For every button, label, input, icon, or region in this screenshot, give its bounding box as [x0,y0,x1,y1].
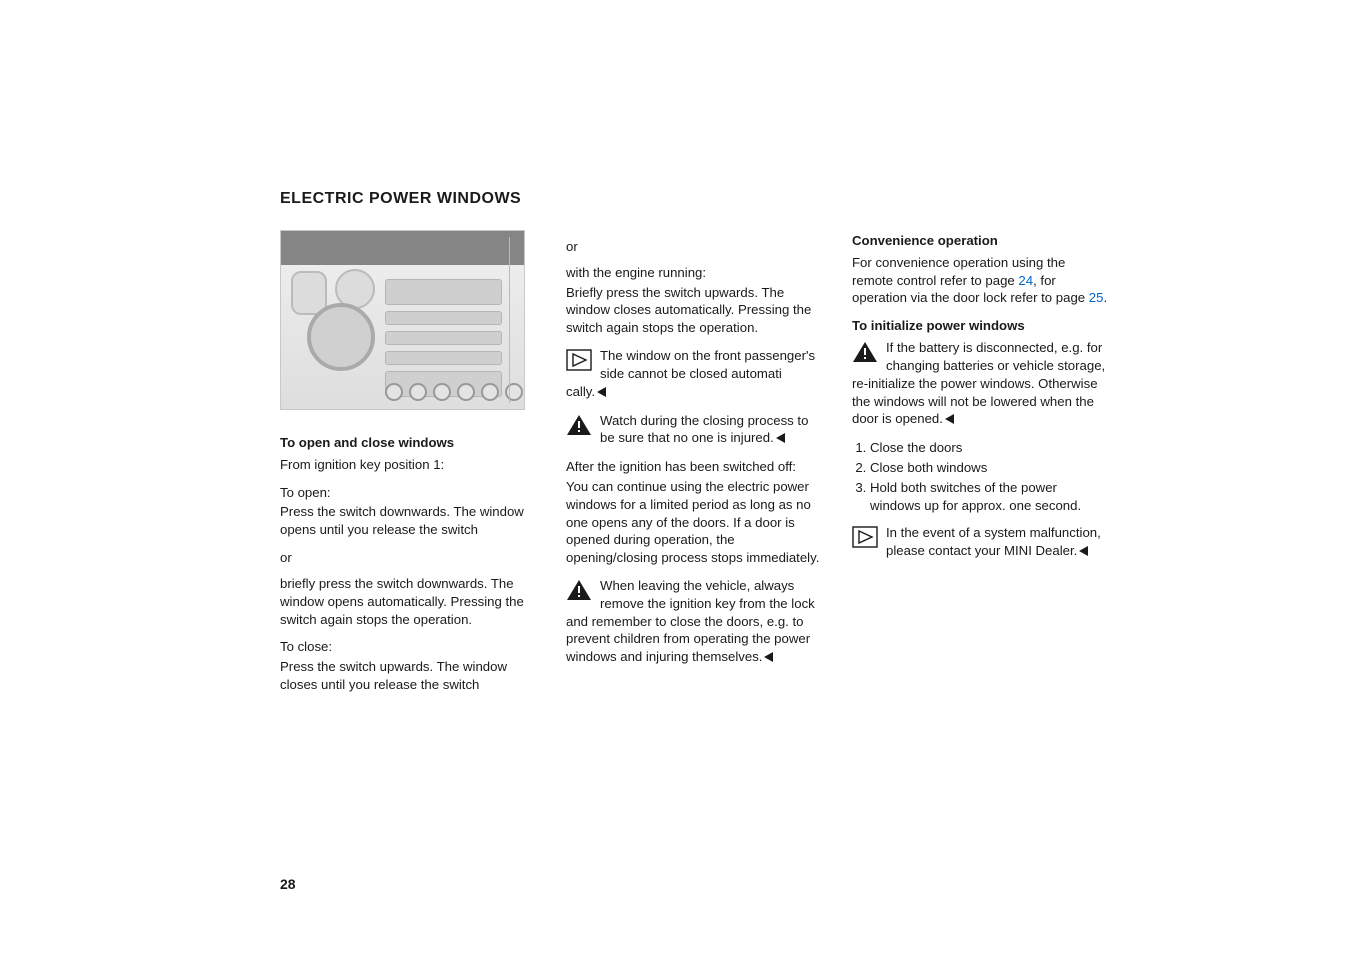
column-3: Convenience operation For convenience op… [852,230,1110,704]
note-text-inner: In the event of a system malfunction, pl… [886,525,1101,558]
figure-knob [433,383,451,401]
end-mark-icon [945,411,954,429]
body-text: briefly press the switch downwards. The … [280,575,538,628]
body-text: Press the switch downwards. The window o… [280,503,538,539]
list-item: Hold both switches of the power windows … [870,479,1110,515]
page-link-24[interactable]: 24 [1018,273,1033,288]
list-item: Close both windows [870,459,1110,477]
figure-knob [457,383,475,401]
end-mark-icon [597,384,606,402]
note-box: The window on the front passenger's side… [566,347,824,383]
warning-text: Watch during the closing process to be s… [600,412,824,449]
note-tail: cally. [566,384,595,399]
figure-slot [385,331,502,345]
body-text: or [566,238,824,256]
body-text: or [280,549,538,567]
body-text: To close: [280,638,538,656]
subhead-initialize: To initialize power windows [852,317,1110,335]
figure-knob [385,383,403,401]
warning-box: Watch during the closing process to be s… [566,412,824,449]
columns-container: To open and close windows From ignition … [280,230,1291,704]
note-text: In the event of a system malfunction, pl… [886,524,1110,561]
figure-slot [385,351,502,365]
column-2: or with the engine running: Briefly pres… [566,230,824,704]
warning-continuation: and remember to close the doors, e.g. to… [566,613,824,667]
note-text: The window on the front passenger's side… [600,347,824,383]
list-item: Close the doors [870,439,1110,457]
warning-text: If the battery is disconnected, e.g. for… [886,339,1110,375]
body-text: with the engine running: [566,264,824,282]
end-mark-icon [764,649,773,667]
warning-continuation: re-initialize the power windows. Otherwi… [852,375,1110,429]
body-text: Briefly press the switch upwards. The wi… [566,284,824,337]
note-icon [566,349,592,371]
subhead-convenience: Convenience operation [852,232,1110,250]
warning-text: When leaving the vehicle, always remove … [600,577,824,613]
dashboard-figure [280,230,525,410]
figure-knob-row [385,383,523,401]
warning-box: If the battery is disconnected, e.g. for… [852,339,1110,375]
body-text: You can continue using the electric powe… [566,478,824,567]
warning-icon [852,341,878,363]
warning-box: When leaving the vehicle, always remove … [566,577,824,613]
body-text: Press the switch upwards. The window clo… [280,658,538,694]
figure-knob [505,383,523,401]
warning-tail: and remember to close the doors, e.g. to… [566,614,810,665]
body-text-part: . [1103,290,1107,305]
figure-top-band [281,231,524,265]
note-continuation: cally. [566,383,824,402]
figure-slot [385,311,502,325]
figure-slot [385,279,502,305]
body-text: From ignition key position 1: [280,456,538,474]
subhead-open-close: To open and close windows [280,434,538,452]
note-icon [852,526,878,548]
page-number: 28 [280,876,296,892]
warning-icon [566,579,592,601]
end-mark-icon [1079,543,1088,561]
figure-steering-wheel [307,303,375,371]
warning-icon [566,414,592,436]
figure-knob [481,383,499,401]
figure-knob [409,383,427,401]
steps-list: Close the doors Close both windows Hold … [852,439,1110,514]
warning-tail: re-initialize the power windows. Otherwi… [852,376,1098,427]
end-mark-icon [776,430,785,448]
page-link-25[interactable]: 25 [1089,290,1104,305]
column-1: To open and close windows From ignition … [280,230,538,704]
body-text: To open: [280,484,538,502]
body-text: After the ignition has been switched off… [566,458,824,476]
note-box: In the event of a system malfunction, pl… [852,524,1110,561]
body-text: For convenience operation using the remo… [852,254,1110,307]
page-heading: ELECTRIC POWER WINDOWS [280,190,1291,208]
